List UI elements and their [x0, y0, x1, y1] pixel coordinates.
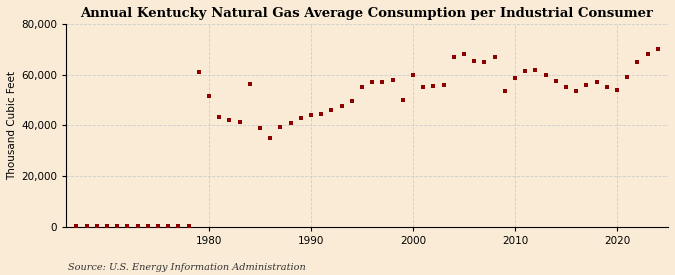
Point: [326, 108, 337, 112]
Point: [540, 73, 551, 77]
Point: [448, 55, 459, 59]
Point: [561, 85, 572, 90]
Point: [550, 79, 561, 83]
Point: [81, 224, 92, 228]
Point: [489, 55, 500, 59]
Point: [653, 47, 664, 51]
Point: [601, 85, 612, 90]
Point: [346, 99, 357, 103]
Point: [244, 81, 255, 86]
Point: [71, 224, 82, 228]
Point: [356, 85, 367, 90]
Point: [183, 224, 194, 228]
Point: [153, 224, 163, 228]
Point: [285, 121, 296, 125]
Point: [428, 84, 439, 88]
Point: [642, 52, 653, 57]
Title: Annual Kentucky Natural Gas Average Consumption per Industrial Consumer: Annual Kentucky Natural Gas Average Cons…: [80, 7, 653, 20]
Point: [336, 104, 347, 109]
Point: [612, 88, 622, 92]
Point: [101, 224, 112, 228]
Point: [214, 114, 225, 119]
Point: [377, 80, 388, 84]
Point: [254, 126, 265, 130]
Text: Source: U.S. Energy Information Administration: Source: U.S. Energy Information Administ…: [68, 263, 305, 272]
Point: [163, 224, 173, 228]
Point: [408, 73, 418, 77]
Point: [418, 85, 429, 90]
Point: [91, 224, 102, 228]
Point: [510, 76, 520, 81]
Point: [591, 80, 602, 84]
Point: [520, 69, 531, 73]
Point: [387, 78, 398, 82]
Point: [112, 224, 123, 228]
Point: [132, 224, 143, 228]
Point: [571, 89, 582, 94]
Y-axis label: Thousand Cubic Feet: Thousand Cubic Feet: [7, 71, 17, 180]
Point: [458, 52, 469, 57]
Point: [581, 82, 592, 87]
Point: [204, 94, 215, 98]
Point: [265, 136, 275, 140]
Point: [500, 89, 510, 94]
Point: [632, 60, 643, 64]
Point: [193, 70, 204, 74]
Point: [530, 67, 541, 72]
Point: [224, 118, 235, 123]
Point: [398, 98, 408, 102]
Point: [316, 112, 327, 116]
Point: [306, 113, 317, 117]
Point: [173, 224, 184, 228]
Point: [438, 82, 449, 87]
Point: [469, 59, 480, 63]
Point: [122, 224, 133, 228]
Point: [234, 119, 245, 124]
Point: [479, 60, 490, 64]
Point: [142, 224, 153, 228]
Point: [296, 116, 306, 120]
Point: [367, 80, 377, 84]
Point: [275, 125, 286, 129]
Point: [622, 75, 632, 79]
